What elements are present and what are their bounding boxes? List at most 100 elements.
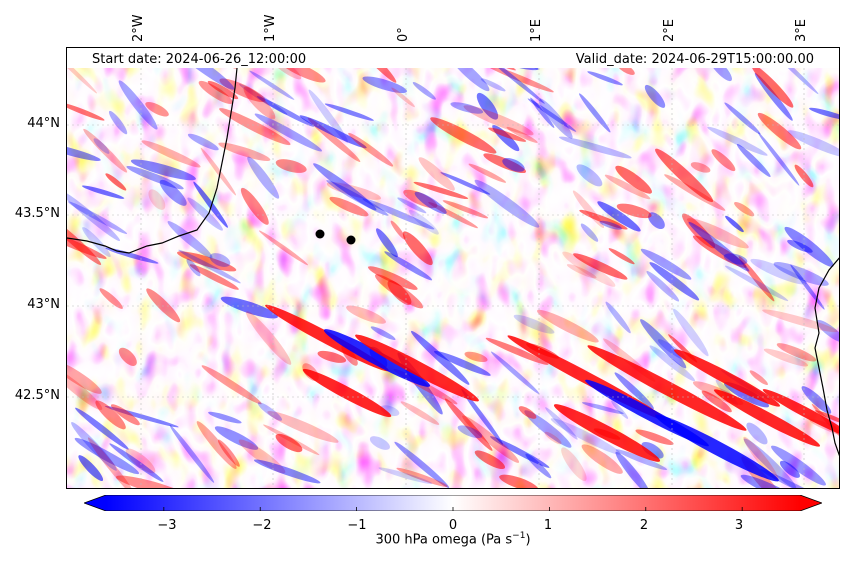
omega-streak <box>67 359 102 394</box>
omega-streak <box>83 128 128 173</box>
lon-tick: 0° <box>396 27 411 42</box>
omega-streak <box>763 348 809 367</box>
omega-streak <box>743 436 779 481</box>
omega-streak <box>572 190 605 229</box>
omega-streak <box>67 214 102 265</box>
omega-streak <box>644 84 666 108</box>
omega-streak <box>550 418 621 455</box>
omega-streak <box>384 251 433 281</box>
omega-streak <box>110 404 140 426</box>
omega-streak <box>538 98 573 139</box>
omega-streak <box>648 212 665 230</box>
omega-streak <box>186 258 201 277</box>
colorbar <box>84 495 822 511</box>
omega-streak <box>490 351 540 395</box>
omega-streak <box>326 182 382 200</box>
omega-streak <box>597 201 641 232</box>
omega-streak <box>214 426 259 450</box>
omega-streak <box>125 448 156 474</box>
omega-streak <box>308 89 349 143</box>
omega-streak <box>410 330 470 385</box>
omega-streak <box>118 80 158 130</box>
lat-tick: 44°N <box>27 116 60 131</box>
omega-streak <box>483 153 527 174</box>
omega-streak <box>108 110 128 135</box>
omega-streak <box>809 107 839 120</box>
omega-streak <box>581 444 623 474</box>
omega-streak <box>779 460 800 478</box>
omega-streak <box>207 80 239 100</box>
omega-streak <box>78 455 104 482</box>
omega-streak <box>378 467 433 484</box>
omega-streak <box>746 422 768 445</box>
start-date-label: Start date: 2024-06-26_12:00:00 <box>92 52 307 67</box>
omega-streak <box>196 421 237 469</box>
omega-streak <box>115 475 189 488</box>
omega-streak <box>209 253 231 267</box>
omega-streak <box>561 447 587 482</box>
omega-streak <box>145 101 169 117</box>
omega-streak <box>126 165 184 190</box>
omega-streak <box>402 231 433 266</box>
omega-streak <box>687 218 749 249</box>
omega-streak <box>329 196 369 217</box>
omega-streak <box>614 372 654 409</box>
colorbar-label: 300 hPa omega (Pa s−1) <box>375 531 531 548</box>
colorbar-extend-low <box>84 495 106 511</box>
omega-streak <box>219 78 266 103</box>
omega-streak <box>490 436 550 468</box>
omega-streak <box>208 411 242 424</box>
omega-streak <box>193 181 228 228</box>
omega-streak <box>527 98 577 132</box>
omega-streak <box>506 126 538 143</box>
omega-streak <box>218 142 271 161</box>
omega-streak <box>649 262 700 301</box>
omega-streak <box>474 450 506 470</box>
omega-streak <box>256 96 314 127</box>
colorbar-tick: −3 <box>157 518 177 533</box>
omega-band <box>323 329 431 387</box>
omega-streak <box>757 112 802 150</box>
omega-streak <box>524 410 572 448</box>
gridlines <box>67 48 839 488</box>
omega-streak <box>243 86 276 120</box>
omega-streak <box>450 102 484 114</box>
omega-streak <box>326 180 389 216</box>
title-band <box>67 48 839 68</box>
omega-streak <box>690 162 711 173</box>
omega-streak <box>67 367 103 410</box>
omega-streak <box>109 443 164 482</box>
omega-streak <box>701 390 732 413</box>
omega-streak <box>641 441 664 459</box>
omega-streak <box>608 248 635 265</box>
omega-streak <box>604 174 651 200</box>
omega-streak <box>178 249 241 284</box>
omega-streak <box>773 262 829 286</box>
omega-streak <box>814 410 839 426</box>
lon-tick: 2°E <box>662 19 677 42</box>
omega-streak <box>562 251 616 287</box>
omega-streak <box>418 157 455 191</box>
omega-streak <box>485 337 549 365</box>
omega-streak <box>801 386 832 414</box>
omega-streak <box>253 459 321 484</box>
omega-streak <box>463 105 534 136</box>
omega-streak <box>749 370 768 386</box>
lon-tick: 3°E <box>794 19 809 42</box>
colorbar-extend-high <box>800 495 822 511</box>
omega-streak <box>794 164 814 188</box>
omega-streak <box>464 351 488 363</box>
omega-streak <box>148 189 166 210</box>
omega-streak <box>105 173 127 191</box>
omega-band <box>762 389 839 437</box>
omega-streak <box>177 251 237 272</box>
omega-streak <box>246 311 292 365</box>
omega-streak <box>513 314 555 334</box>
omega-streak <box>738 256 775 302</box>
omega-streak <box>440 172 491 195</box>
omega-streak <box>263 424 320 456</box>
omega-band <box>355 334 479 402</box>
omega-streak <box>580 223 599 242</box>
colorbar-tick: 2 <box>639 518 649 533</box>
omega-streak <box>220 296 278 319</box>
